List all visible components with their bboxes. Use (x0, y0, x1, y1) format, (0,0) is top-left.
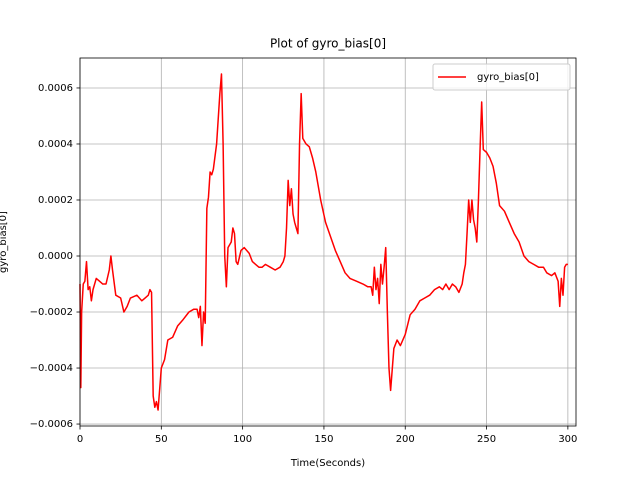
x-tick-label: 300 (558, 434, 577, 445)
y-tick-label: −0.0004 (30, 363, 73, 374)
y-tick-label: −0.0006 (30, 419, 73, 430)
y-tick-label: 0.0006 (38, 83, 73, 94)
x-tick-label: 100 (233, 434, 252, 445)
data-line (79, 73, 568, 411)
x-tick-label: 250 (477, 434, 496, 445)
axes-frame (79, 57, 577, 427)
grid (79, 58, 576, 426)
legend-box (432, 63, 571, 91)
chart-title: Plot of gyro_bias[0] (270, 37, 386, 51)
x-tick-label: 0 (77, 434, 83, 445)
y-tick-label: 0.0000 (38, 251, 73, 262)
y-tick-label: −0.0002 (30, 307, 73, 318)
legend: gyro_bias[0] (432, 63, 571, 91)
x-tick-label: 200 (396, 434, 415, 445)
plot-area (79, 73, 568, 411)
legend-label: gyro_bias[0] (477, 72, 539, 83)
y-axis-label: gyro_bias[0] (0, 211, 9, 273)
y-tick-label: 0.0004 (38, 139, 73, 150)
x-tick-label: 150 (314, 434, 333, 445)
y-tick-label: 0.0002 (38, 195, 73, 206)
x-tick-label: 50 (155, 434, 168, 445)
x-axis-label: Time(Seconds) (290, 458, 365, 469)
